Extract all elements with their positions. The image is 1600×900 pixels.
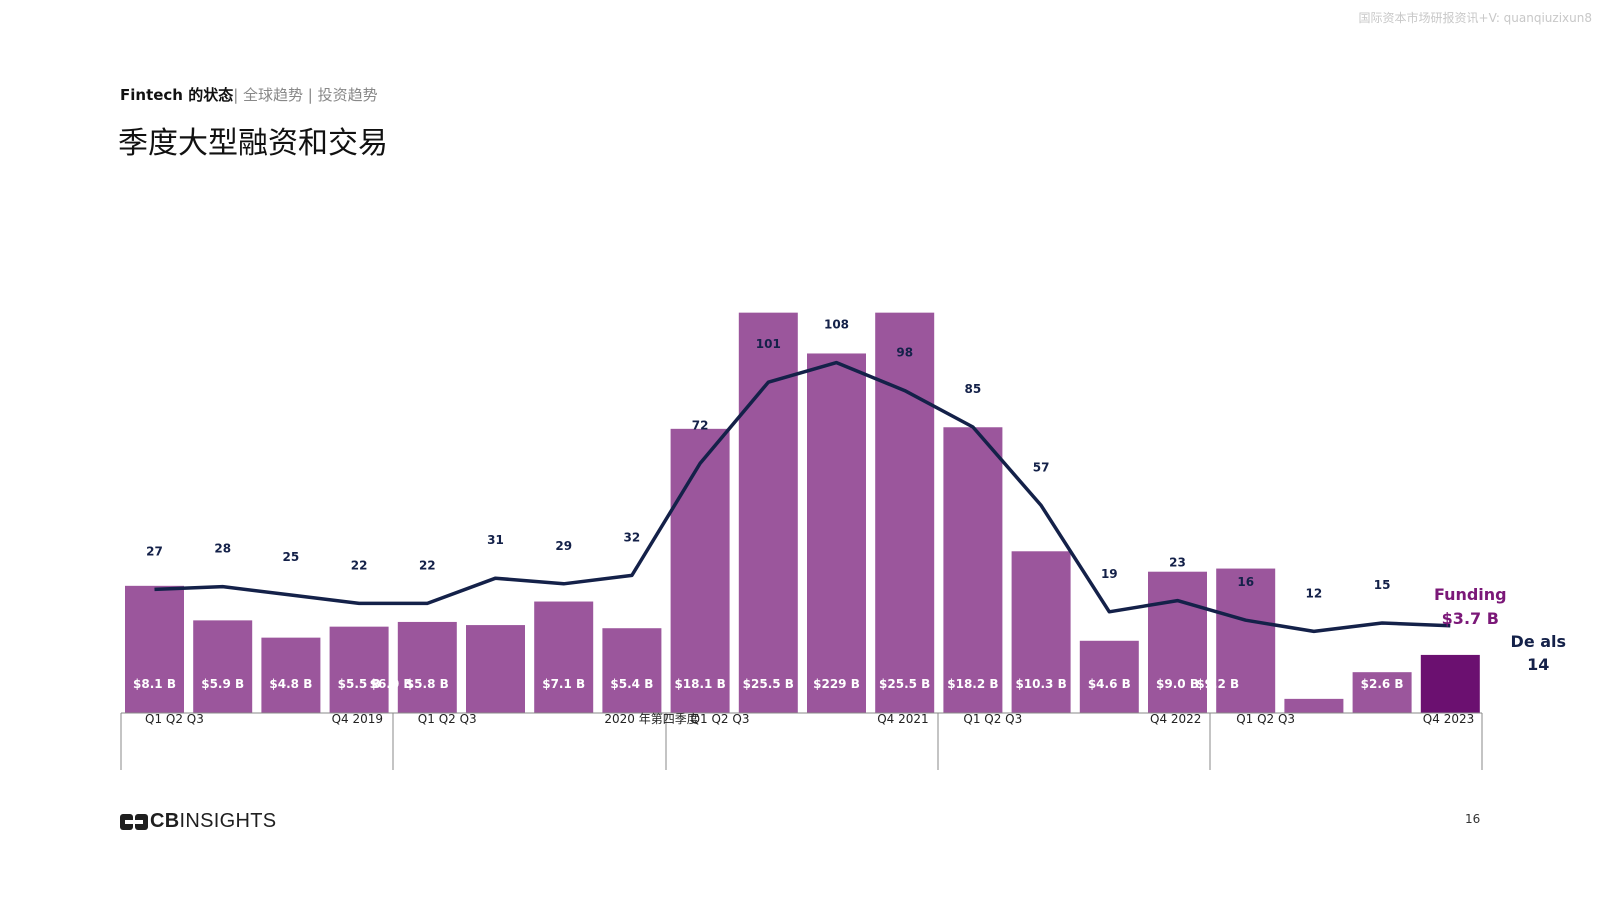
funding-bar [670,428,730,713]
deals-label: 16 [1237,575,1254,589]
funding-bar [1216,568,1276,713]
funding-bar-label: $18.2 B [947,677,998,691]
x-axis-quarter-ticks: Q1 Q2 Q3 [418,712,477,726]
x-axis-quarter-ticks: Q1 Q2 Q3 [1236,712,1295,726]
funding-bar-label: $6.0 B [370,677,413,691]
funding-bar-label: $2.6 B [1361,677,1404,691]
funding-bar-label: $9.2 B [1196,677,1239,691]
funding-bar-label: $1.6 B [1292,677,1335,691]
latest-deals-label: De als [1511,632,1567,651]
funding-bar [1420,654,1480,713]
funding-bar [125,585,184,713]
deals-label: 27 [146,544,163,558]
x-axis-quarter-ticks: Q1 Q2 Q3 [145,712,204,726]
deals-label: 19 [1101,567,1118,581]
breadcrumb-main[interactable]: Fintech 的状态 [120,86,234,104]
latest-funding-value: $3.7 B [1442,609,1499,628]
x-axis-year-label: Q4 2021 [877,712,928,726]
deals-label: 32 [624,530,641,544]
x-axis-quarter-ticks: Q1 Q2 Q3 [963,712,1022,726]
latest-deals-value: 14 [1527,655,1549,674]
funding-bar-label: $229 B [813,677,860,691]
funding-bar [1352,672,1412,713]
funding-bar-label: $25.5 B [879,677,930,691]
funding-bar-label: $5.9 B [201,677,244,691]
funding-bar-label: $7.1 B [542,677,585,691]
cbinsights-logo: CBINSIGHTS [120,810,276,833]
deals-label: 28 [214,542,231,556]
deals-label: 15 [1374,578,1391,592]
funding-bar-label: $10.3 B [1015,677,1066,691]
latest-funding-label: Funding [1434,585,1507,604]
deals-label: 57 [1033,460,1050,474]
deals-label: 23 [1169,556,1186,570]
page-title: 季度大型融资和交易 [118,126,388,161]
funding-bar-label: $8.1 B [133,677,176,691]
funding-bar-label: $4.6 B [1088,677,1131,691]
x-axis-year-label: Q4 2023 [1423,712,1474,726]
x-axis-quarter-ticks: Q1 Q2 Q3 [691,712,750,726]
funding-bar [943,427,1003,713]
funding-bar [875,312,935,713]
funding-bar [738,312,798,713]
funding-bar-label: $9.0 B [1156,677,1199,691]
breadcrumb: Fintech 的状态| 全球趋势 | 投资趋势 [120,84,378,105]
funding-bar [1079,640,1139,713]
deals-label: 25 [283,550,300,564]
deals-label: 85 [965,382,982,396]
x-axis-year-label: Q4 2022 [1150,712,1201,726]
breadcrumb-parts: | 全球趋势 | 投资趋势 [233,86,378,104]
funding-bar [1148,571,1207,713]
funding-bar [261,637,321,713]
watermark: 国际资本市场研报资讯+V: quanqiuzixun8 [1358,11,1592,25]
funding-bar [534,601,594,713]
funding-bar-label: $25.5 B [743,677,794,691]
logo-text: CBINSIGHTS [150,810,277,832]
deals-label: 22 [351,558,368,572]
deals-label: 72 [692,418,709,432]
funding-bar [329,626,389,713]
deals-line [154,360,1451,634]
x-axis-year-label: Q4 2019 [332,712,383,726]
cbinsights-logo-icon [120,813,148,830]
x-axis-year-label: 2020 年第四季度 [604,711,698,726]
funding-bar-label: $5.5 B [338,677,381,691]
deals-label: 22 [419,558,436,572]
deals-label: 29 [555,539,572,553]
page-number: 16 [1465,812,1481,826]
funding-bar [1011,551,1071,713]
deals-label: 108 [824,318,849,332]
deals-label: 12 [1306,586,1323,600]
funding-bar [602,628,662,713]
deals-label: 31 [487,533,504,547]
funding-bar [1284,698,1344,713]
funding-bar-label: $5.4 B [610,677,653,691]
funding-bar [807,353,866,713]
funding-bar-label: $5.8 B [406,677,449,691]
funding-bar [466,625,525,713]
funding-bar [193,620,253,713]
funding-bar [397,621,457,713]
funding-bar-label: $18.1 B [674,677,725,691]
deals-label: 101 [756,337,781,351]
funding-bar-label: $4.8 B [269,677,312,691]
deals-label: 98 [896,346,913,360]
